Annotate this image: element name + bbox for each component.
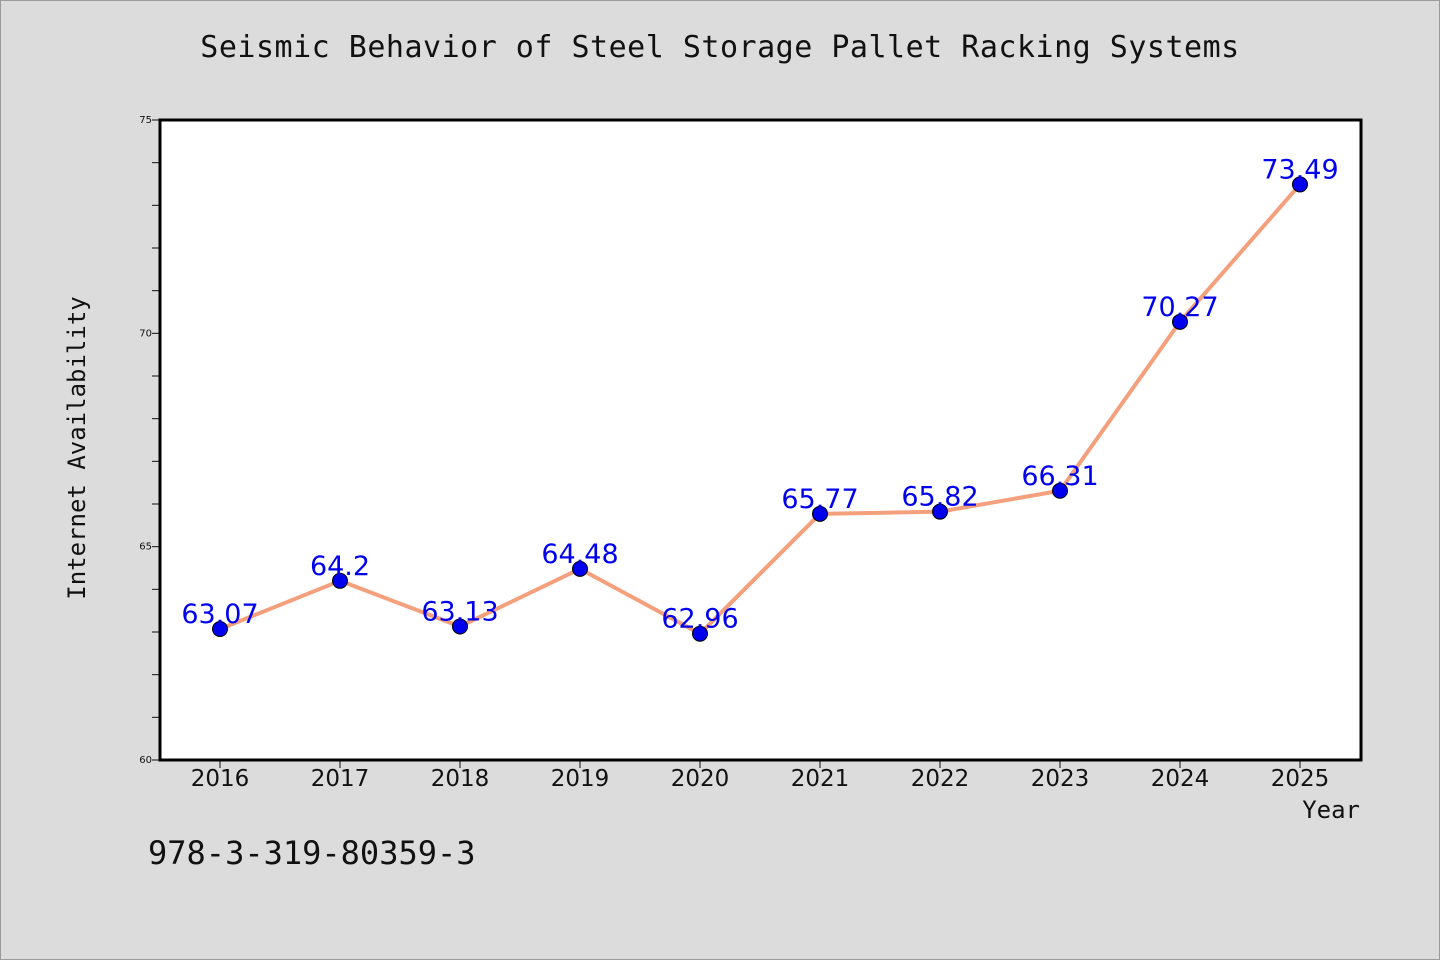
data-point — [1292, 176, 1308, 193]
x-tick-label: 2024 — [1151, 766, 1210, 792]
x-axis-label: Year — [1302, 796, 1360, 824]
data-point — [692, 625, 708, 642]
x-tick-label: 2020 — [671, 766, 730, 792]
data-label: 62.96 — [661, 604, 738, 635]
y-tick-label: 65 — [139, 542, 152, 553]
data-point — [1052, 482, 1068, 499]
data-label: 63.07 — [181, 599, 258, 630]
series-line — [218, 182, 1302, 636]
y-tick-label: 60 — [139, 755, 152, 766]
chart-title: Seismic Behavior of Steel Storage Pallet… — [200, 30, 1240, 65]
x-tick-label: 2016 — [191, 766, 250, 792]
x-tick-label: 2023 — [1031, 766, 1090, 792]
y-tick-label: 70 — [139, 328, 152, 339]
data-point — [212, 621, 228, 638]
x-tick-label: 2018 — [431, 766, 490, 792]
data-label: 64.48 — [541, 539, 618, 570]
data-point — [572, 560, 588, 577]
data-label: 65.82 — [901, 482, 978, 513]
data-point — [1172, 313, 1188, 330]
data-point — [332, 572, 348, 589]
data-label: 65.77 — [781, 484, 858, 515]
data-point — [452, 618, 468, 635]
plot-area — [160, 120, 1361, 760]
data-point — [932, 503, 948, 520]
y-tick-label: 75 — [139, 115, 152, 126]
data-label: 64.2 — [310, 551, 370, 582]
x-tick-label: 2019 — [551, 766, 610, 792]
data-label: 73.49 — [1261, 154, 1338, 185]
isbn-annotation: 978-3-319-80359-3 — [148, 834, 476, 872]
x-tick-label: 2017 — [311, 766, 370, 792]
data-label: 63.13 — [421, 596, 498, 627]
data-point — [812, 505, 828, 522]
x-tick-label: 2025 — [1271, 766, 1330, 792]
data-label: 70.27 — [1141, 292, 1218, 323]
data-label: 66.31 — [1021, 461, 1098, 492]
x-tick-label: 2021 — [791, 766, 850, 792]
x-tick-label: 2022 — [911, 766, 970, 792]
plot-border — [158, 118, 1363, 762]
